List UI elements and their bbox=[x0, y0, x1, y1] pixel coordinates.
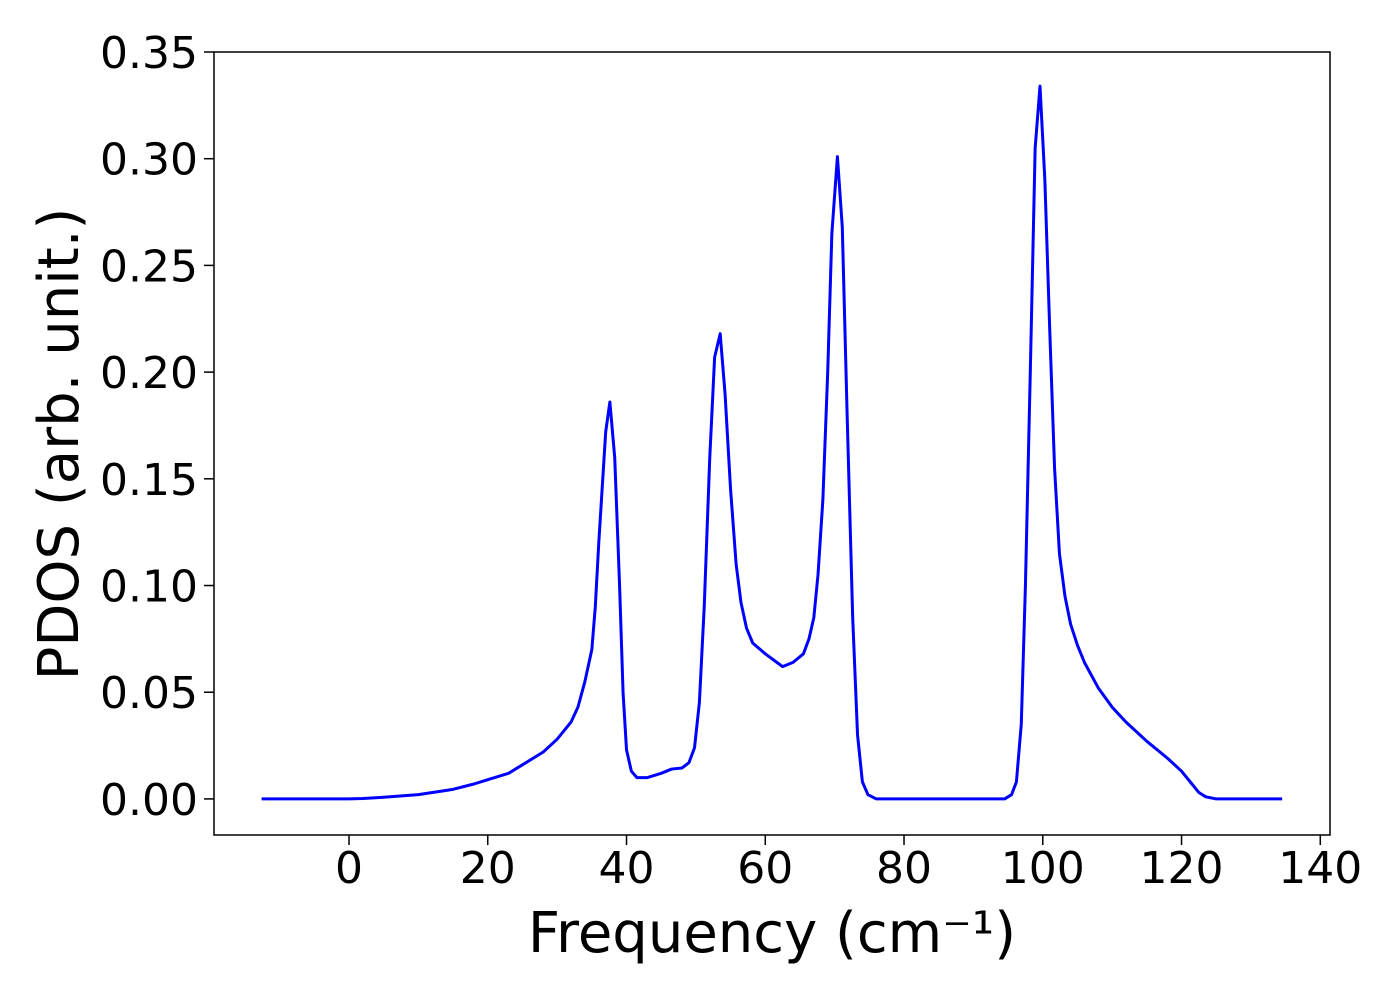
y-tick-label: 0.15 bbox=[100, 455, 198, 506]
y-tick-label: 0.05 bbox=[100, 668, 198, 719]
x-axis-label: Frequency (cm⁻¹) bbox=[528, 901, 1016, 966]
y-tick-label: 0.35 bbox=[100, 28, 198, 79]
y-tick-label: 0.00 bbox=[100, 775, 198, 826]
x-tick-label: 120 bbox=[1140, 843, 1224, 894]
y-tick-label: 0.25 bbox=[100, 241, 198, 292]
x-tick-label: 20 bbox=[460, 843, 516, 894]
x-tick-label: 40 bbox=[599, 843, 655, 894]
y-tick-label: 0.30 bbox=[100, 135, 198, 186]
x-tick-label: 100 bbox=[1001, 843, 1085, 894]
line bbox=[261, 84, 1283, 801]
y-tick-label: 0.10 bbox=[100, 562, 198, 613]
y-tick-label: 0.20 bbox=[100, 348, 198, 399]
x-tick-label: 80 bbox=[876, 843, 932, 894]
y-axis-label: PDOS (arb. unit.) bbox=[27, 208, 92, 681]
x-tick-label: 60 bbox=[737, 843, 793, 894]
x-tick-label: 0 bbox=[335, 843, 363, 894]
plot-frame bbox=[213, 51, 1331, 836]
x-tick-label: 140 bbox=[1278, 843, 1362, 894]
